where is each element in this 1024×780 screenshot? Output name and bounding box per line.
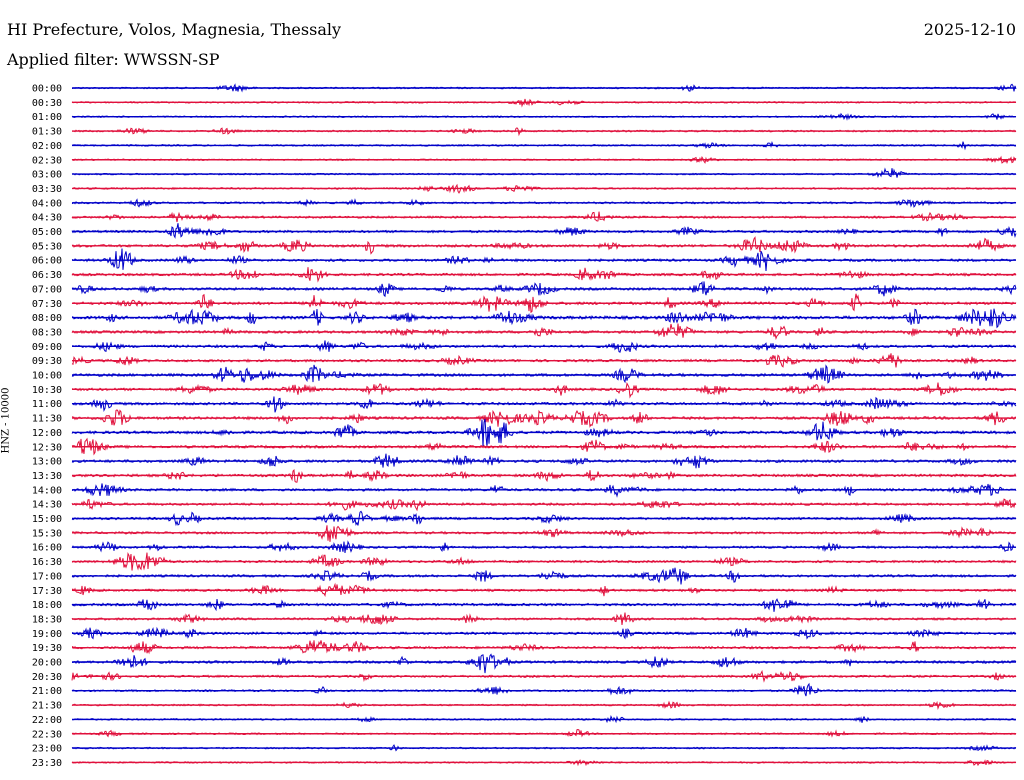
row-time-label: 18:00 <box>32 600 62 611</box>
row-time-label: 17:30 <box>32 586 62 597</box>
row-time-label: 17:00 <box>32 571 62 582</box>
applied-filter: Applied filter: WWSSN-SP <box>7 50 220 69</box>
row-time-label: 01:00 <box>32 112 62 123</box>
row-time-label: 23:00 <box>32 744 62 755</box>
row-time-label: 15:30 <box>32 528 62 539</box>
row-time-label: 20:30 <box>32 672 62 683</box>
trace-line <box>71 653 1017 674</box>
row-time-label: 10:00 <box>32 371 62 382</box>
row-time-label: 04:30 <box>32 213 62 224</box>
row-time-label: 07:00 <box>32 284 62 295</box>
trace-line <box>71 525 1017 542</box>
row-time-label: 19:00 <box>32 629 62 640</box>
row-time-label: 00:00 <box>32 84 62 95</box>
row-time-label: 09:00 <box>32 342 62 353</box>
trace-line <box>71 418 1017 448</box>
row-time-label: 05:30 <box>32 241 62 252</box>
row-time-label: 12:30 <box>32 442 62 453</box>
trace-line <box>71 167 1017 178</box>
row-time-label: 00:30 <box>32 98 62 109</box>
row-time-label: 16:30 <box>32 557 62 568</box>
row-time-label: 21:00 <box>32 686 62 697</box>
row-time-label: 08:30 <box>32 327 62 338</box>
row-time-label: 11:00 <box>32 399 62 410</box>
row-time-label: 23:30 <box>32 758 62 769</box>
row-time-label: 21:30 <box>32 701 62 712</box>
row-time-label: 09:30 <box>32 356 62 367</box>
row-time-label: 18:30 <box>32 614 62 625</box>
row-time-label: 16:00 <box>32 543 62 554</box>
trace-line <box>71 598 1017 612</box>
row-time-label: 01:30 <box>32 127 62 138</box>
row-time-label: 14:30 <box>32 500 62 511</box>
record-date: 2025-12-10 <box>923 20 1016 39</box>
row-time-label: 19:30 <box>32 643 62 654</box>
trace-line <box>71 729 1017 738</box>
row-time-label: 03:00 <box>32 170 62 181</box>
row-time-label: 11:30 <box>32 414 62 425</box>
station-title: HI Prefecture, Volos, Magnesia, Thessaly <box>7 20 342 39</box>
row-time-label: 04:00 <box>32 198 62 209</box>
row-time-label: 02:00 <box>32 141 62 152</box>
trace-line <box>71 267 1017 283</box>
trace-line <box>71 640 1017 655</box>
trace-line <box>71 223 1017 239</box>
trace-line <box>71 248 1017 272</box>
row-time-label: 10:30 <box>32 385 62 396</box>
row-time-label: 13:30 <box>32 471 62 482</box>
trace-line <box>71 323 1017 340</box>
row-time-label: 12:00 <box>32 428 62 439</box>
row-time-label: 08:00 <box>32 313 62 324</box>
row-time-label: 22:00 <box>32 715 62 726</box>
row-time-label: 15:00 <box>32 514 62 525</box>
row-time-label: 03:30 <box>32 184 62 195</box>
row-time-label: 06:30 <box>32 270 62 281</box>
row-time-label: 13:00 <box>32 457 62 468</box>
trace-line <box>71 364 1017 384</box>
trace-line <box>71 396 1017 413</box>
row-time-label: 14:00 <box>32 485 62 496</box>
row-time-label: 06:00 <box>32 256 62 267</box>
row-time-label: 05:00 <box>32 227 62 238</box>
row-time-label: 22:30 <box>32 729 62 740</box>
row-time-label: 02:30 <box>32 155 62 166</box>
row-time-label: 20:00 <box>32 658 62 669</box>
row-time-label: 07:30 <box>32 299 62 310</box>
